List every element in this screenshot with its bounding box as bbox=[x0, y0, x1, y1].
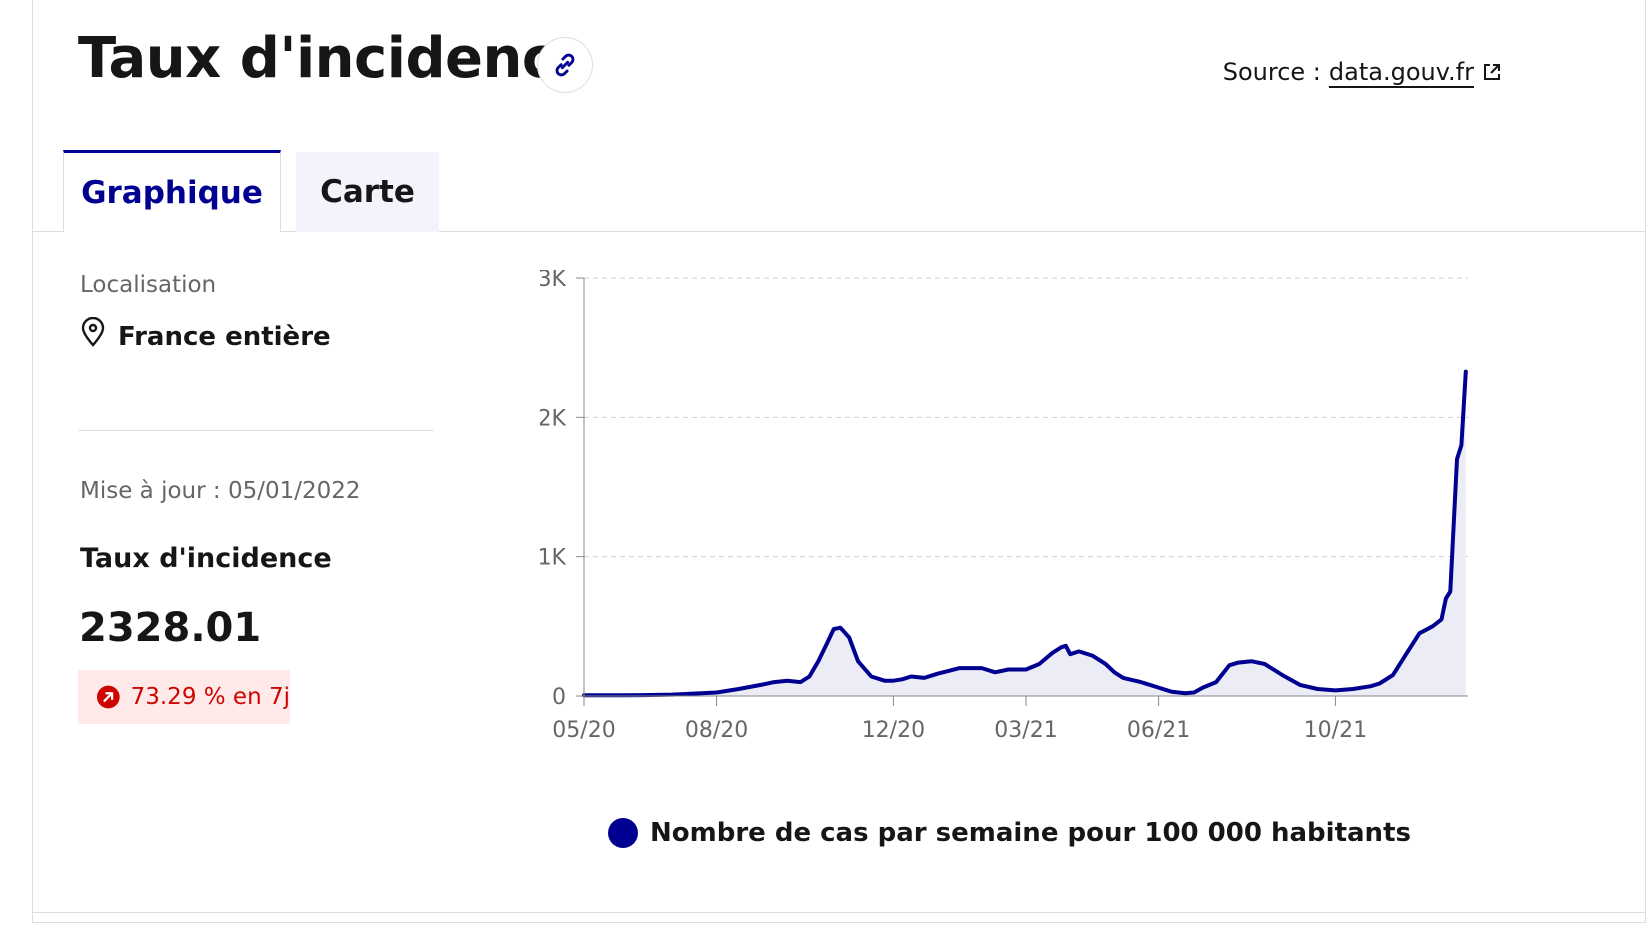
x-tick-label: 08/20 bbox=[685, 718, 748, 743]
bottom-divider bbox=[33, 912, 1645, 913]
tab-divider bbox=[33, 231, 1645, 232]
x-tick-label: 12/20 bbox=[862, 718, 925, 743]
chart-card bbox=[32, 0, 1646, 923]
metric-name: Taux d'incidence bbox=[80, 543, 332, 574]
change-text: 73.29 % en 7j bbox=[130, 684, 290, 710]
link-icon bbox=[555, 53, 575, 77]
x-tick-label: 03/21 bbox=[994, 718, 1057, 743]
y-tick-label: 1K bbox=[540, 546, 567, 571]
trend-up-icon bbox=[96, 685, 120, 709]
legend-marker bbox=[608, 818, 638, 848]
map-pin-icon bbox=[81, 317, 105, 347]
location-label: Localisation bbox=[80, 272, 217, 298]
y-tick-label: 3K bbox=[540, 270, 567, 292]
external-link-icon bbox=[1484, 64, 1500, 80]
tab-graphique[interactable]: Graphique bbox=[63, 150, 281, 232]
source-info: Source : data.gouv.fr bbox=[1223, 58, 1502, 86]
metric-value: 2328.01 bbox=[79, 605, 262, 651]
x-tick-label: 10/21 bbox=[1304, 718, 1367, 743]
location-selector[interactable]: France entière bbox=[80, 317, 331, 352]
source-link-text: data.gouv.fr bbox=[1328, 58, 1474, 86]
series-line bbox=[582, 369, 1468, 698]
x-tick-label: 05/20 bbox=[552, 718, 615, 743]
update-date: Mise à jour : 05/01/2022 bbox=[80, 478, 361, 504]
sidebar-divider bbox=[78, 430, 434, 431]
legend-label: Nombre de cas par semaine pour 100 000 h… bbox=[650, 818, 1411, 848]
location-value: France entière bbox=[118, 322, 331, 352]
tab-carte[interactable]: Carte bbox=[296, 152, 439, 232]
series-area bbox=[584, 371, 1466, 696]
change-badge: 73.29 % en 7j bbox=[78, 670, 290, 724]
source-link[interactable]: data.gouv.fr bbox=[1329, 58, 1502, 86]
copy-link-button[interactable] bbox=[537, 37, 593, 93]
chart-legend: Nombre de cas par semaine pour 100 000 h… bbox=[608, 818, 1411, 848]
x-tick-label: 06/21 bbox=[1127, 718, 1190, 743]
y-tick-label: 2K bbox=[540, 406, 567, 431]
y-tick-label: 0 bbox=[552, 685, 566, 710]
incidence-chart: 0 1K 2K 3K 05/20 08/20 12/20 03/21 06/21 10/21 bbox=[540, 270, 1468, 743]
source-label: Source : bbox=[1222, 58, 1321, 86]
page-title: Taux d'incidence bbox=[78, 26, 593, 91]
